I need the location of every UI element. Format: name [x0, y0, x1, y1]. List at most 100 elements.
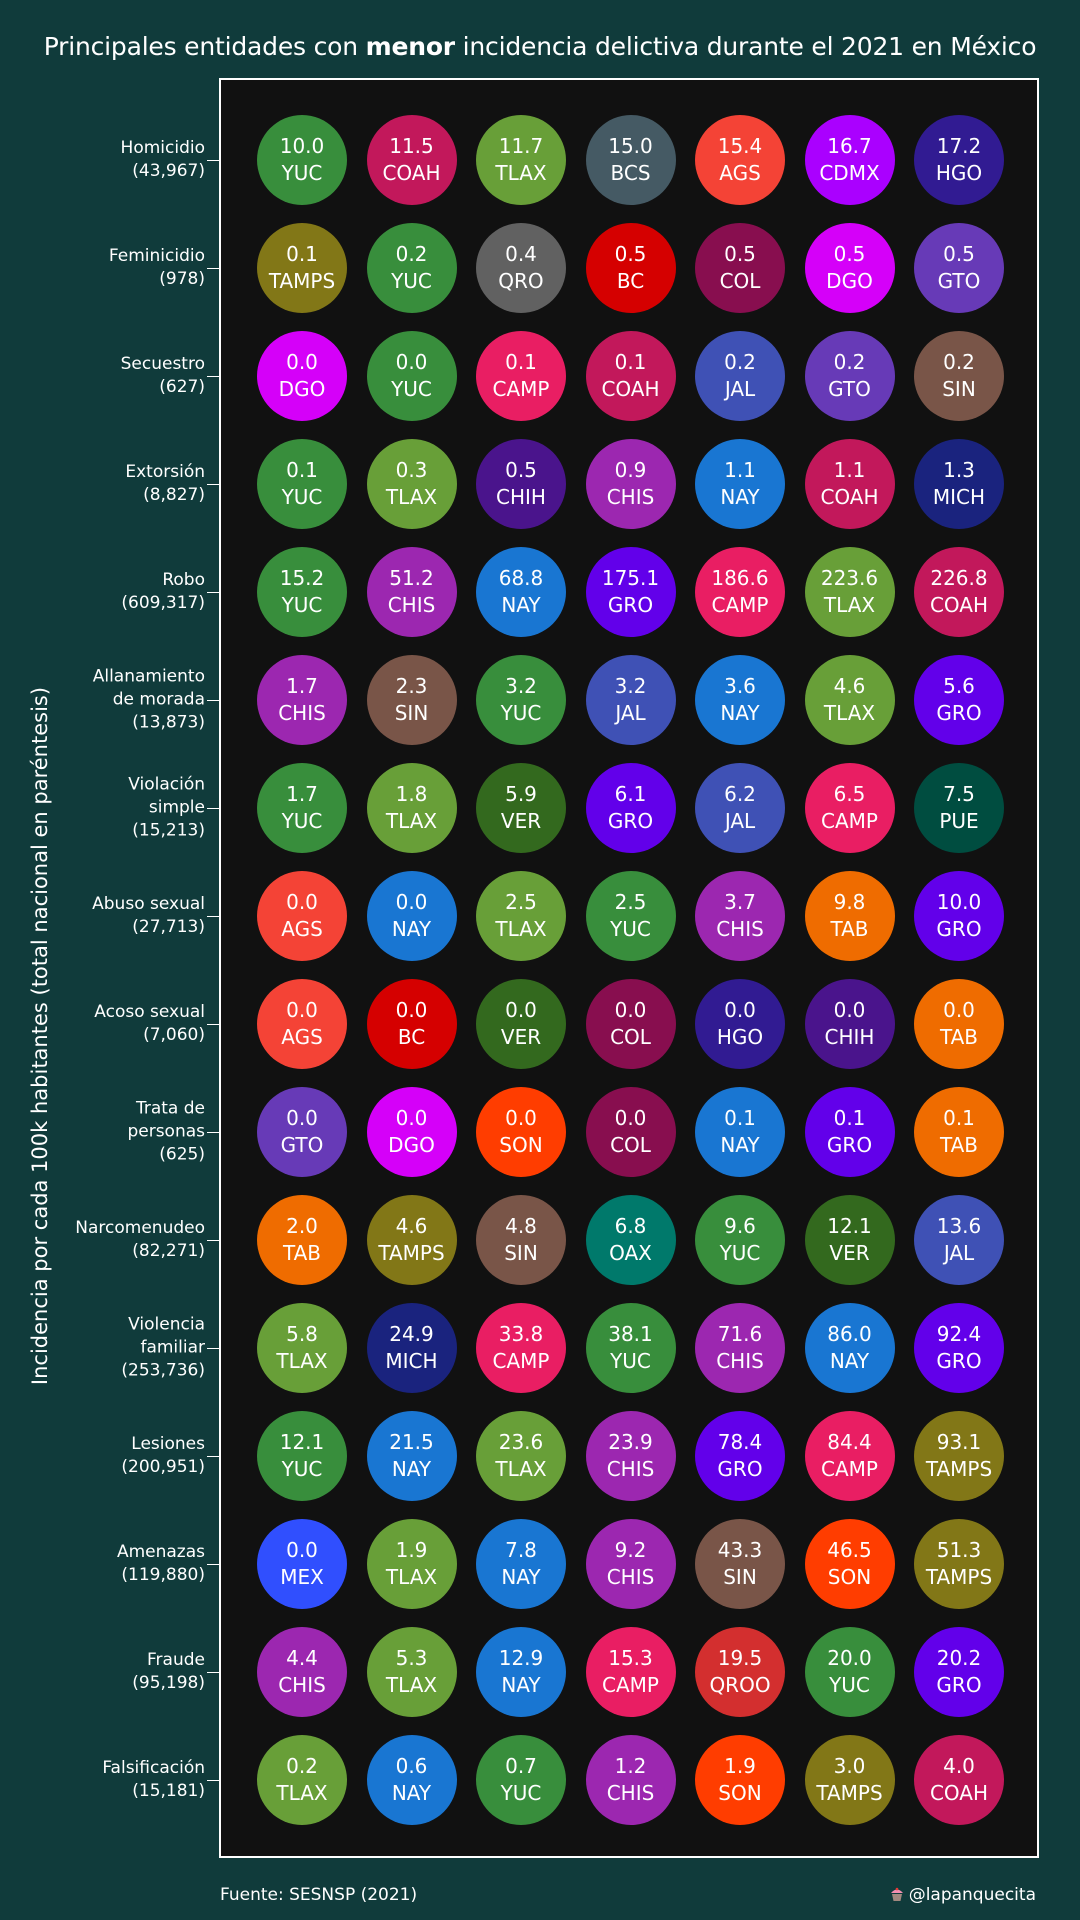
bubble-value: 0.0	[614, 1106, 647, 1130]
bubble: 0.4 QRO	[476, 223, 566, 313]
bubble-value: 2.5	[505, 890, 537, 914]
bubble-state: QROO	[709, 1673, 771, 1697]
bubble-value: 51.3	[936, 1538, 982, 1562]
bubble-value: 20.0	[827, 1646, 872, 1670]
bubble-value: 0.1	[833, 1106, 866, 1130]
bubble-value: 0.6	[395, 1754, 428, 1778]
bubble: 1.9 SON	[695, 1735, 785, 1825]
bubble-state: CAMP	[492, 377, 550, 401]
bubble-value: 0.0	[943, 998, 975, 1022]
bubble: 4.0 COAH	[914, 1735, 1004, 1825]
bubble-value: 5.6	[943, 674, 975, 698]
bubble-value: 0.5	[833, 242, 866, 266]
bubble-state: TAMPS	[378, 1241, 445, 1265]
bubble: 0.1 TAMPS	[257, 223, 347, 313]
bubble: 23.6 TLAX	[476, 1411, 566, 1501]
bubble: 0.0 GTO	[257, 1087, 347, 1177]
row-label: Falsificación (15,181)	[102, 1758, 205, 1801]
bubble: 0.0 HGO	[695, 979, 785, 1069]
bubble-value: 6.2	[724, 782, 756, 806]
bubble-state: GRO	[717, 1457, 763, 1481]
row-tick	[207, 916, 219, 917]
bubble-value: 92.4	[936, 1322, 982, 1346]
bubble: 38.1 YUC	[585, 1303, 676, 1393]
bubble: 0.2 GTO	[804, 331, 895, 421]
bubble: 23.9 CHIS	[585, 1411, 676, 1501]
row-tick	[207, 808, 219, 809]
bubble: 0.5 DGO	[804, 223, 895, 313]
row-label: Extorsión (8,827)	[125, 462, 205, 505]
bubble-value: 0.4	[505, 242, 537, 266]
row-label: Violencia familiar (253,736)	[121, 1314, 205, 1381]
bubble: 4.4 CHIS	[257, 1627, 347, 1717]
bubble-value: 0.1	[943, 1106, 975, 1130]
bubble-state: NAY	[720, 701, 760, 725]
bubble-value: 0.0	[395, 998, 428, 1022]
bubble-value: 13.6	[936, 1214, 982, 1238]
bubble-value: 1.8	[395, 782, 428, 806]
bubble: 16.7 CDMX	[804, 115, 895, 205]
bubble: 0.5 GTO	[914, 223, 1004, 313]
bubble-state: TAMPS	[925, 1565, 993, 1589]
bubble-value: 1.7	[286, 674, 318, 698]
bubble: 86.0 NAY	[804, 1303, 895, 1393]
bubble: 1.9 TLAX	[366, 1519, 457, 1609]
bubble-state: YUC	[391, 269, 432, 293]
bubble: 0.0 TAB	[914, 979, 1004, 1069]
bubble: 51.2 CHIS	[366, 547, 457, 637]
bubble: 0.0 VER	[476, 979, 566, 1069]
bubble-state: GRO	[936, 917, 982, 941]
bubble-state: CHIS	[278, 1673, 326, 1697]
bubble-state: TAB	[939, 1133, 979, 1157]
bubble-state: JAL	[724, 377, 756, 401]
bubble: 68.8 NAY	[476, 547, 566, 637]
row-tick	[207, 1240, 219, 1241]
bubble-value: 86.0	[827, 1322, 872, 1346]
bubble-value: 7.8	[505, 1538, 537, 1562]
bubble-state: NAY	[501, 593, 541, 617]
bubble: 0.0 COL	[585, 1087, 676, 1177]
bubble-value: 0.2	[943, 350, 975, 374]
bubble: 13.6 JAL	[914, 1195, 1004, 1285]
bubble: 0.1 NAY	[695, 1087, 785, 1177]
bubble-state: NAY	[391, 917, 432, 941]
author-credit: @lapanquecita	[889, 1884, 1036, 1906]
chart-title: Principales entidades con menor incidenc…	[0, 30, 1080, 64]
bubble-value: 24.9	[389, 1322, 434, 1346]
bubble: 84.4 CAMP	[804, 1411, 895, 1501]
bubble: 7.8 NAY	[476, 1519, 566, 1609]
bubble-value: 12.1	[279, 1430, 325, 1454]
bubble: 15.0 BCS	[585, 115, 676, 205]
bubble-state: GRO	[936, 701, 982, 725]
bubble-value: 0.5	[943, 242, 975, 266]
bubble: 20.2 GRO	[914, 1627, 1004, 1717]
row-tick	[207, 268, 219, 269]
bubble-value: 16.7	[827, 134, 872, 158]
bubble: 0.0 AGS	[257, 979, 347, 1069]
row-label: Feminicidio (978)	[108, 246, 205, 289]
bubble-value: 0.0	[724, 998, 756, 1022]
bubble-value: 5.8	[286, 1322, 318, 1346]
bubble-value: 2.0	[286, 1214, 318, 1238]
bubble-state: NAY	[720, 1133, 760, 1157]
bubble: 2.5 YUC	[585, 871, 676, 961]
row-label: Violación simple (15,213)	[128, 774, 205, 841]
bubble-state: TLAX	[276, 1781, 328, 1805]
bubble-state: TAB	[830, 917, 869, 941]
bubble-state: BC	[397, 1025, 426, 1049]
bubble-value: 0.5	[724, 242, 756, 266]
row-tick	[207, 160, 219, 161]
bubble-value: 0.2	[833, 350, 866, 374]
bubble-state: COL	[719, 269, 761, 293]
bubble: 20.0 YUC	[804, 1627, 895, 1717]
bubble-state: CAMP	[602, 1673, 659, 1697]
bubble: 0.1 TAB	[914, 1087, 1004, 1177]
bubble-state: CDMX	[819, 161, 880, 185]
bubble-state: YUC	[281, 161, 323, 185]
bubble: 10.0 YUC	[257, 115, 347, 205]
bubble-state: AGS	[719, 161, 761, 185]
row-label: Robo (609,317)	[121, 570, 205, 613]
bubble: 0.5 BC	[585, 223, 676, 313]
bubble-value: 11.7	[498, 134, 544, 158]
row-label: Trata de personas (625)	[127, 1098, 205, 1165]
